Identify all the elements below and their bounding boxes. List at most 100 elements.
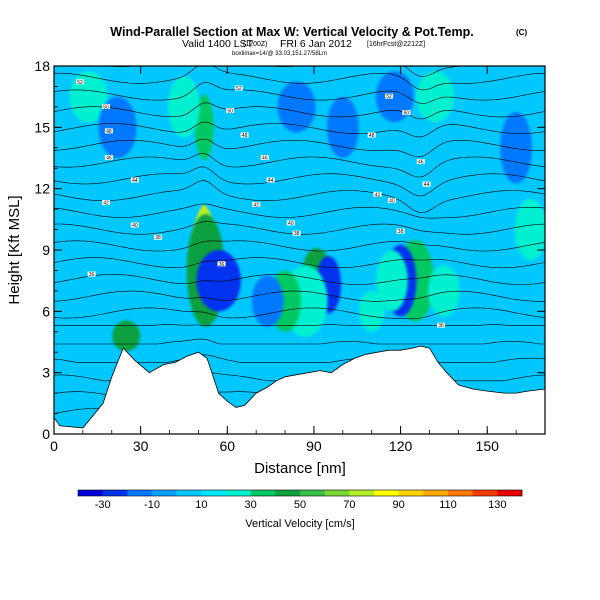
- y-tick-label: 3: [42, 365, 50, 381]
- colorbar-segment: [374, 490, 399, 496]
- velocity-cell: [416, 71, 455, 123]
- isentrope-label: 44: [424, 182, 430, 188]
- isentrope-label: 42: [103, 200, 109, 206]
- chart-subtitle-valid: Valid 1400 LST: [182, 38, 254, 50]
- chart-subtitle-run: [16hrFcst@2212Z]: [367, 41, 425, 48]
- isentrope-label-box: [234, 85, 243, 91]
- isentrope-line: [54, 273, 545, 285]
- colorbar-segment: [472, 490, 498, 496]
- isentrope-line: [54, 324, 545, 326]
- isentrope-label: 48: [242, 133, 248, 139]
- isentrope-label-box: [101, 103, 110, 109]
- isentrope-label-box: [260, 155, 269, 160]
- isentrope-line: [54, 82, 545, 104]
- isentrope-label: 42: [375, 192, 381, 198]
- colorbar-tick-label: 50: [294, 499, 306, 511]
- isentrope-line: [54, 203, 545, 219]
- velocity-cell: [277, 81, 316, 133]
- colorbar-segment: [423, 490, 449, 496]
- isentrope-label: 46: [106, 156, 112, 162]
- x-tick-label: 120: [389, 438, 413, 454]
- isentrope-label-box: [396, 228, 405, 234]
- velocity-cell: [375, 71, 414, 123]
- x-axis: 0 30 60 90 120 150: [50, 66, 546, 454]
- terrain: [54, 345, 545, 434]
- velocity-cell: [98, 96, 137, 158]
- isentrope-label-box: [252, 202, 261, 208]
- isentrope-label-box: [416, 159, 425, 165]
- isentrope-label: 40: [389, 198, 395, 204]
- isentrope-label: 36: [438, 323, 444, 329]
- isentrope-label: 46: [418, 160, 424, 166]
- colorbar: -30 -10 10 30 50 70 90 110 130: [77, 489, 523, 511]
- y-axis-label: Height [Kft MSL]: [6, 195, 23, 304]
- x-tick-label: 0: [50, 438, 58, 454]
- colorbar-segment: [448, 490, 473, 496]
- colorbar-segment: [324, 490, 350, 496]
- isentrope-label: 38: [398, 229, 404, 235]
- colorbar-segment: [349, 490, 375, 496]
- colorbar-tick-label: 70: [343, 499, 355, 511]
- isentrope-label-box: [104, 155, 113, 160]
- x-tick-label: 60: [220, 438, 236, 454]
- isentrope-label-box: [437, 322, 446, 328]
- velocity-field: [69, 71, 545, 352]
- colorbar-segment: [275, 490, 301, 496]
- isentrope-line: [54, 102, 545, 120]
- isentrope-label-box: [104, 128, 113, 134]
- isentrope-label: 38: [294, 231, 300, 237]
- isentropes: [54, 66, 545, 418]
- colorbar-tick-label: 10: [195, 499, 207, 511]
- isentrope-line: [54, 180, 545, 214]
- colorbar-tick-label: 130: [488, 499, 506, 511]
- isentrope-label: 48: [369, 133, 375, 139]
- colorbar-segment: [201, 490, 227, 496]
- isentrope-label: 40: [132, 223, 138, 229]
- isentrope-label: 40: [288, 221, 294, 227]
- x-tick-label: 150: [476, 438, 500, 454]
- isentrope-line: [54, 121, 545, 138]
- isentrope-label: 52: [386, 94, 392, 100]
- isentrope-line: [54, 338, 545, 345]
- isentrope-label-box: [387, 197, 396, 203]
- plot-area: 5250484644424038365250484644424038365250…: [54, 66, 545, 434]
- chart-title-mark: (C): [516, 28, 527, 37]
- colorbar-tick-label: 90: [393, 499, 405, 511]
- isentrope-label-box: [292, 230, 301, 236]
- isentrope-label: 52: [77, 80, 83, 86]
- y-tick-label: 9: [42, 242, 50, 258]
- isentrope-label: 42: [253, 203, 259, 209]
- isentrope-label-box: [402, 110, 411, 116]
- isentrope-label-box: [373, 191, 382, 197]
- isentrope-label: 36: [219, 262, 225, 268]
- isentrope-label-box: [130, 222, 139, 228]
- colorbar-tick-label: 110: [439, 499, 457, 511]
- colorbar-tick-label: 30: [245, 499, 257, 511]
- isentrope-label: 46: [262, 156, 268, 162]
- isentrope-label: 48: [106, 129, 112, 135]
- isentrope-label: 50: [227, 108, 233, 114]
- isentrope-label: 38: [155, 235, 161, 241]
- colorbar-segment: [497, 490, 523, 496]
- isentrope-label-box: [385, 93, 394, 99]
- isentrope-line: [54, 66, 545, 91]
- colorbar-segment: [398, 490, 424, 496]
- isentrope-label: 50: [404, 111, 410, 117]
- isentrope-labels: 5250484644424038365250484644424038365250…: [75, 79, 446, 329]
- y-tick-label: 15: [34, 119, 50, 135]
- isentrope-label-box: [266, 177, 275, 183]
- isentrope-line: [54, 307, 545, 320]
- colorbar-segment: [152, 490, 177, 496]
- velocity-cell: [326, 96, 359, 158]
- isentrope-label-box: [367, 132, 376, 138]
- isentrope-label-box: [101, 199, 110, 205]
- colorbar-segment: [102, 490, 128, 496]
- colorbar-segment: [226, 490, 251, 496]
- isentrope-label-box: [153, 234, 162, 240]
- chart-subtitle-date: FRI 6 Jan 2012: [280, 38, 352, 50]
- velocity-cell: [112, 320, 141, 352]
- colorbar-tick-label: -10: [144, 499, 160, 511]
- isentrope-label-box: [75, 79, 84, 85]
